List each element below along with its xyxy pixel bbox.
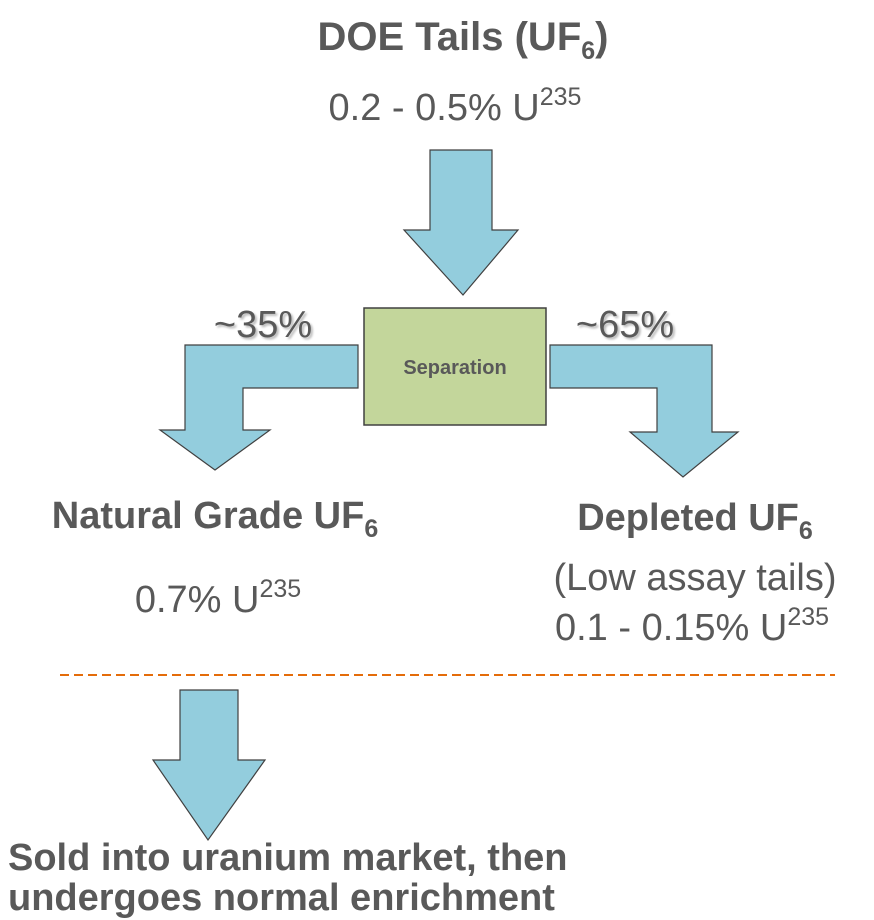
arrow-down: [402, 149, 520, 296]
source-title-end: ): [595, 15, 608, 59]
depleted-assay: 0.1 - 0.15% U235: [555, 603, 829, 649]
outcome-line: undergoes normal enrichment: [8, 877, 555, 919]
source-assay: 0.2 - 0.5% U235: [329, 83, 582, 129]
natural-title-sub: 6: [364, 515, 378, 543]
source-title-text: DOE Tails (UF: [318, 15, 582, 59]
outcome-line: Sold into uranium market, then: [8, 837, 568, 879]
natural-assay: 0.7% U235: [135, 575, 301, 621]
left-share: ~35%: [214, 304, 312, 346]
depleted-title-text: Depleted UF: [577, 497, 799, 539]
arrow-right: [549, 344, 740, 478]
natural-assay-text: 0.7% U: [135, 579, 260, 621]
right-share: ~65%: [576, 304, 674, 346]
process-label: Separation: [403, 357, 506, 379]
source-title: DOE Tails (UF6): [318, 15, 609, 65]
natural-title-text: Natural Grade UF: [52, 495, 365, 537]
depleted-title-sub: 6: [799, 517, 813, 545]
arrow-left: [158, 344, 359, 471]
depleted-assay-text: 0.1 - 0.15% U: [555, 607, 787, 649]
source-assay-sup: 235: [540, 83, 582, 111]
depleted-note: (Low assay tails): [554, 557, 837, 599]
natural-title: Natural Grade UF6: [52, 495, 378, 543]
depleted-assay-sup: 235: [787, 603, 829, 631]
arrow-outcome: [151, 689, 267, 842]
source-title-sub: 6: [581, 37, 595, 65]
process-box: [363, 307, 547, 426]
source-assay-text: 0.2 - 0.5% U: [329, 87, 540, 129]
natural-assay-sup: 235: [259, 575, 301, 603]
depleted-title: Depleted UF6: [577, 497, 813, 545]
